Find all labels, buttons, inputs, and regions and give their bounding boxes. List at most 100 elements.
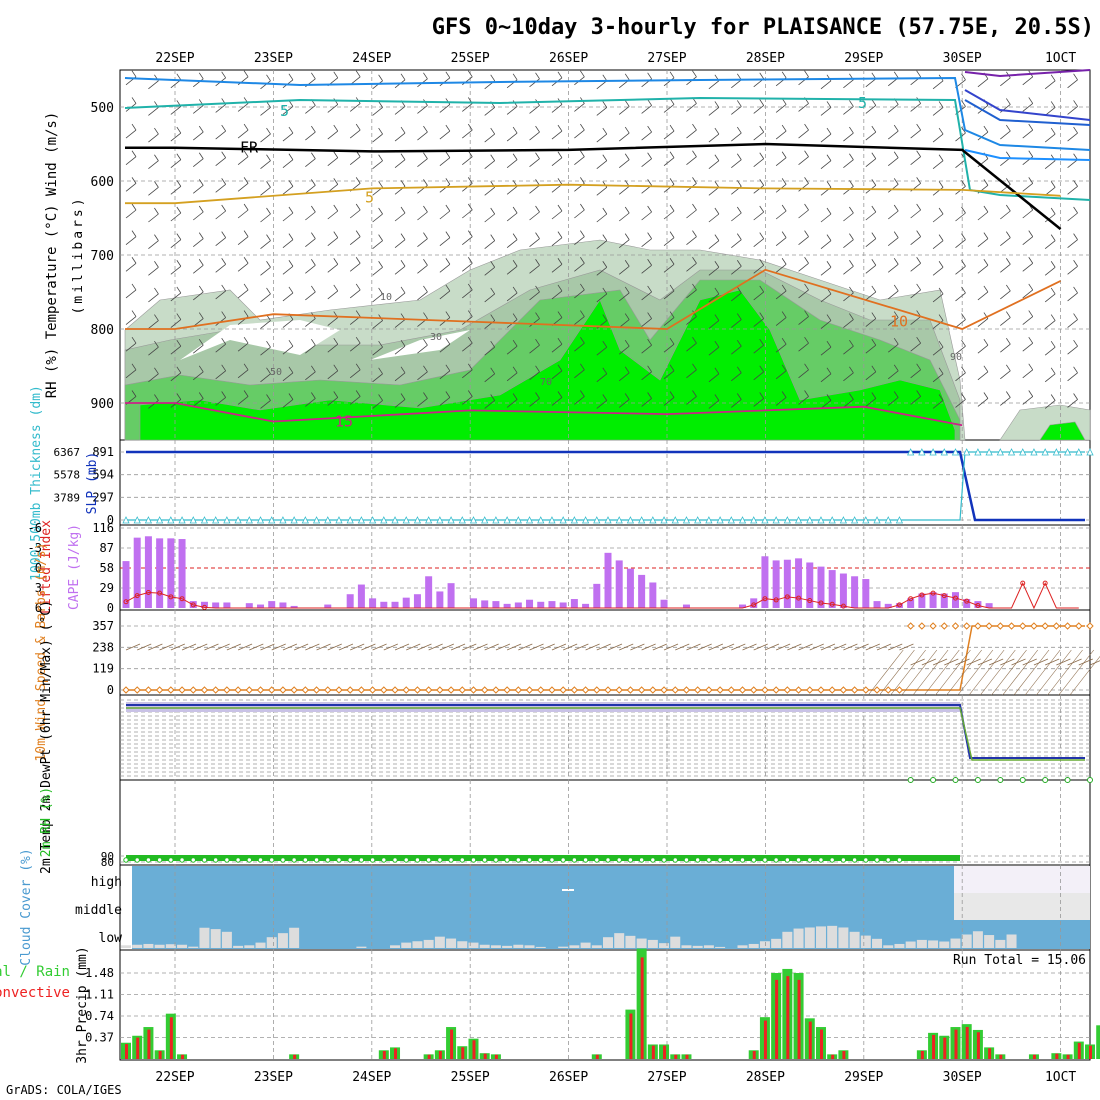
wind-barb — [529, 371, 540, 381]
low-cloud-bar — [412, 941, 423, 948]
wind-barb — [1022, 369, 1033, 379]
cape-tick-label: 87 — [100, 541, 114, 555]
precip-convective-bar — [674, 1054, 678, 1059]
wind-barb — [775, 290, 787, 300]
wind-speed-marker — [402, 686, 410, 694]
rh2m-marker — [549, 857, 555, 863]
surface-wind-barb — [957, 649, 994, 696]
wind-barb — [288, 339, 294, 347]
wind-barb — [736, 153, 742, 160]
thickness-marker — [167, 516, 175, 524]
thickness-marker — [402, 516, 410, 524]
wind-barb — [400, 126, 406, 134]
wind-barb — [378, 234, 383, 241]
wind-barb — [955, 212, 966, 222]
wind-barb — [781, 151, 787, 158]
wind-speed-marker — [850, 686, 859, 694]
wind-barb — [798, 369, 809, 379]
wind-barb — [1005, 204, 1011, 212]
cape-bar — [548, 601, 556, 608]
wind-barb — [820, 346, 832, 356]
wind-barb — [843, 132, 854, 142]
wind-barb — [266, 340, 271, 348]
wind-barb — [1073, 286, 1078, 294]
wind-barb — [798, 342, 809, 352]
wind-barb — [574, 156, 585, 166]
surface-wind-barb — [473, 643, 488, 651]
top-date-label: 27SEP — [647, 51, 686, 66]
wind-barb — [887, 104, 899, 113]
wind-barb — [775, 370, 787, 380]
wind-barb — [602, 154, 608, 161]
low-cloud-bar — [681, 945, 692, 948]
wind-barb — [1067, 186, 1078, 195]
wind-barb — [467, 177, 473, 184]
wind-barb — [618, 159, 630, 169]
wind-barb — [193, 211, 204, 221]
surface-wind-barb — [450, 643, 466, 651]
wind-barb — [154, 154, 159, 161]
surface-wind-barb — [854, 643, 869, 651]
wind-barb — [198, 285, 204, 293]
wind-barb — [624, 260, 630, 267]
wind-barb — [708, 80, 720, 90]
cape-bar — [582, 603, 590, 608]
wind-barb — [574, 236, 585, 245]
wind-barb — [193, 238, 204, 247]
wind-barb — [333, 124, 339, 132]
wind-barb — [1022, 103, 1033, 112]
thickness-marker — [380, 516, 388, 524]
wind-barb — [798, 316, 809, 325]
rh2m-marker — [650, 857, 656, 863]
wind-barb — [1073, 339, 1078, 347]
wind-barb — [439, 317, 451, 326]
wind-speed-marker — [514, 686, 523, 694]
rh2m-marker — [392, 857, 398, 863]
surface-wind-barb — [1067, 658, 1082, 666]
wind-barb — [669, 391, 675, 398]
wind-barb — [170, 132, 182, 142]
thickness-marker — [581, 516, 590, 524]
wind-barb — [1000, 184, 1011, 193]
wind-barb — [977, 131, 989, 141]
wind-barb — [1073, 73, 1078, 81]
upper-left-label: RH (%) Temperature (°C) Wind (m/s) — [44, 112, 60, 399]
cape-bar — [761, 556, 769, 608]
thickness-marker — [1075, 448, 1083, 456]
wind-barb — [266, 287, 271, 295]
precip-convective-bar — [494, 1054, 498, 1059]
wind-barb — [378, 367, 383, 375]
cape-bar — [436, 591, 444, 608]
wind-speed-marker — [290, 686, 298, 694]
low-cloud-bar — [715, 946, 726, 948]
wind-barb — [916, 390, 921, 397]
wind-barb — [686, 316, 697, 325]
rh-contour-label: 30 — [430, 332, 442, 343]
thickness-marker — [200, 516, 209, 524]
rh2m-marker — [134, 857, 140, 863]
wind-barb — [148, 400, 159, 409]
wind-barb — [663, 343, 675, 353]
surface-wind-barb — [876, 643, 892, 651]
wind-barb — [910, 103, 921, 112]
thickness-marker — [817, 516, 825, 524]
wind-barb — [887, 263, 899, 273]
wind-barb — [311, 152, 316, 159]
cape-bar — [615, 560, 623, 608]
wind-barb — [333, 391, 339, 398]
wind-barb — [417, 398, 428, 407]
wind-speed-marker — [346, 686, 354, 694]
wind-barb — [641, 211, 652, 221]
slp-tick-label: 297 — [92, 490, 114, 504]
cape-bar — [739, 604, 747, 608]
wind-speed-marker — [447, 686, 455, 694]
wind-barb — [1067, 159, 1078, 169]
wind-barb — [288, 366, 294, 374]
wind-barb — [647, 232, 652, 239]
wind-barb — [865, 318, 877, 327]
wind-barb — [865, 398, 877, 407]
wind-barb — [1073, 180, 1078, 187]
wind-barb — [843, 186, 854, 195]
wind-speed-marker — [503, 686, 511, 694]
wind-barb — [260, 107, 271, 116]
